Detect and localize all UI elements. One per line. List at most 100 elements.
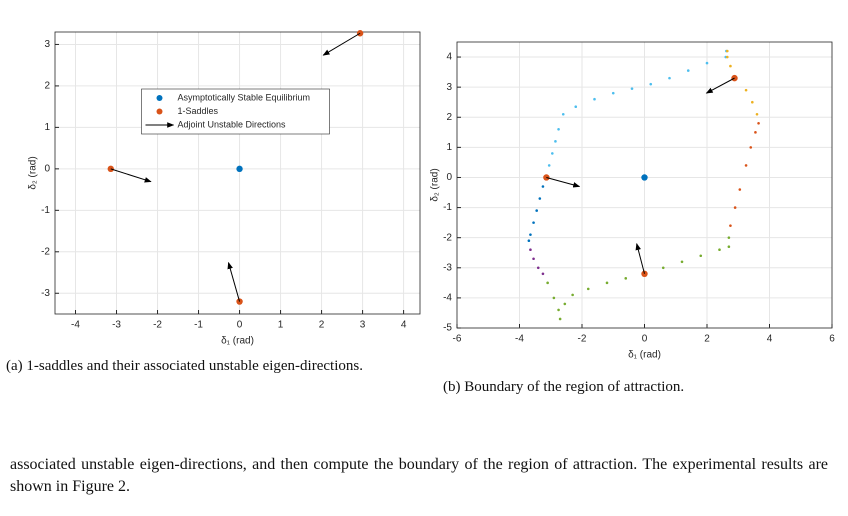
direction-arrow [705, 77, 735, 94]
y-tick-label: 2 [446, 112, 452, 123]
boundary-point [630, 87, 634, 90]
y-tick-label: 1 [44, 122, 50, 133]
y-tick-label: 3 [446, 82, 452, 93]
y-tick-label: 0 [44, 163, 50, 174]
x-axis-label: δ₁ (rad) [221, 336, 254, 347]
boundary-point [668, 76, 671, 80]
direction-arrow [635, 243, 645, 274]
y-tick-label: 1 [446, 142, 452, 153]
direction-arrow [322, 32, 361, 56]
boundary-point [563, 302, 567, 306]
caption-a: (a) 1-saddles and their associated unsta… [6, 358, 363, 374]
point [236, 165, 243, 173]
x-tick-label: -2 [153, 320, 162, 331]
boundary-point [541, 272, 545, 276]
boundary-point [554, 140, 557, 143]
boundary-point [551, 152, 554, 155]
plot-area [55, 32, 420, 314]
boundary-point [751, 100, 754, 104]
boundary-point [532, 257, 535, 261]
x-tick-label: -6 [453, 334, 462, 345]
boundary-point [527, 239, 531, 242]
direction-arrow [546, 176, 581, 188]
x-tick-label: 2 [319, 320, 325, 331]
boundary-point [624, 277, 628, 280]
boundary-point [754, 131, 757, 134]
body-text: associated unstable eigen-directions, an… [10, 456, 828, 495]
boundary-point [738, 188, 742, 191]
legend-swatch [156, 95, 163, 101]
legend-swatch [156, 108, 163, 115]
boundary-point [726, 49, 729, 53]
y-tick-label: -4 [443, 293, 452, 304]
boundary-point [571, 293, 574, 297]
boundary-point [744, 164, 748, 167]
boundary-point [729, 224, 732, 227]
y-tick-label: 2 [44, 81, 50, 92]
boundary-point [557, 128, 560, 131]
boundary-point [535, 209, 538, 212]
direction-arrow [227, 261, 241, 302]
axes-box [54, 31, 421, 315]
caption-b: (b) Boundary of the region of attraction… [443, 379, 685, 395]
y-tick-label: -2 [41, 246, 50, 257]
boundary-point [757, 121, 760, 125]
legend-label: Adjoint Unstable Directions [178, 119, 287, 129]
boundary-point [749, 146, 753, 149]
boundary-point [661, 266, 665, 270]
direction-arrow [110, 168, 152, 183]
boundary-point [538, 197, 542, 200]
boundary-point [561, 112, 565, 116]
boundary-point [727, 236, 731, 239]
x-tick-label: -3 [112, 320, 121, 331]
x-tick-label: 0 [237, 320, 243, 331]
x-tick-label: 4 [401, 320, 407, 331]
y-tick-label: -1 [41, 205, 50, 216]
boundary-point [541, 185, 545, 188]
boundary-point [546, 281, 549, 285]
x-tick-label: 2 [704, 334, 710, 345]
y-axis-label: δ₂ (rad) [28, 156, 39, 189]
x-tick-label: 0 [642, 334, 648, 345]
boundary-point [729, 64, 732, 68]
boundary-point [649, 82, 653, 86]
boundary-point [552, 296, 556, 300]
y-tick-label: -3 [443, 262, 452, 273]
x-tick-label: -1 [194, 320, 203, 331]
legend-label: Asymptotically Stable Equilibrium [178, 92, 311, 102]
y-tick-label: -1 [443, 202, 452, 213]
boundary-point [680, 260, 684, 264]
boundary-point [727, 245, 731, 249]
boundary-point [536, 266, 540, 270]
boundary-point [593, 97, 596, 101]
y-tick-label: 3 [44, 39, 50, 50]
y-tick-label: -2 [443, 232, 452, 243]
y-tick-label: -3 [41, 288, 50, 299]
axes-box [456, 41, 833, 329]
figure: -4 -3 -2 -1 0 1 2 3 4 -3 -2 -1 0 1 2 3 δ₁ (rad) δ₂ (rad) A… [28, 30, 835, 361]
boundary-point [726, 55, 729, 59]
boundary-point [605, 281, 609, 285]
boundary-point [529, 248, 532, 252]
boundary-point [611, 91, 615, 95]
point [641, 174, 648, 181]
boundary-point [574, 105, 578, 109]
x-tick-label: 3 [360, 320, 366, 331]
boundary-point [532, 221, 535, 224]
x-tick-label: -4 [515, 334, 524, 345]
boundary-point [733, 206, 737, 209]
boundary-point [557, 308, 560, 312]
y-tick-label: -5 [443, 323, 452, 334]
boundary-point [718, 248, 721, 252]
x-tick-label: 4 [767, 334, 773, 345]
x-tick-label: 1 [278, 320, 284, 331]
boundary-point [529, 233, 532, 236]
boundary-point [705, 61, 709, 65]
boundary-point [755, 112, 759, 116]
boundary-point [586, 287, 590, 291]
x-tick-label: -4 [71, 320, 80, 331]
boundary-point [699, 254, 703, 258]
y-tick-label: 0 [446, 172, 452, 183]
legend-label: 1-Saddles [178, 106, 219, 116]
